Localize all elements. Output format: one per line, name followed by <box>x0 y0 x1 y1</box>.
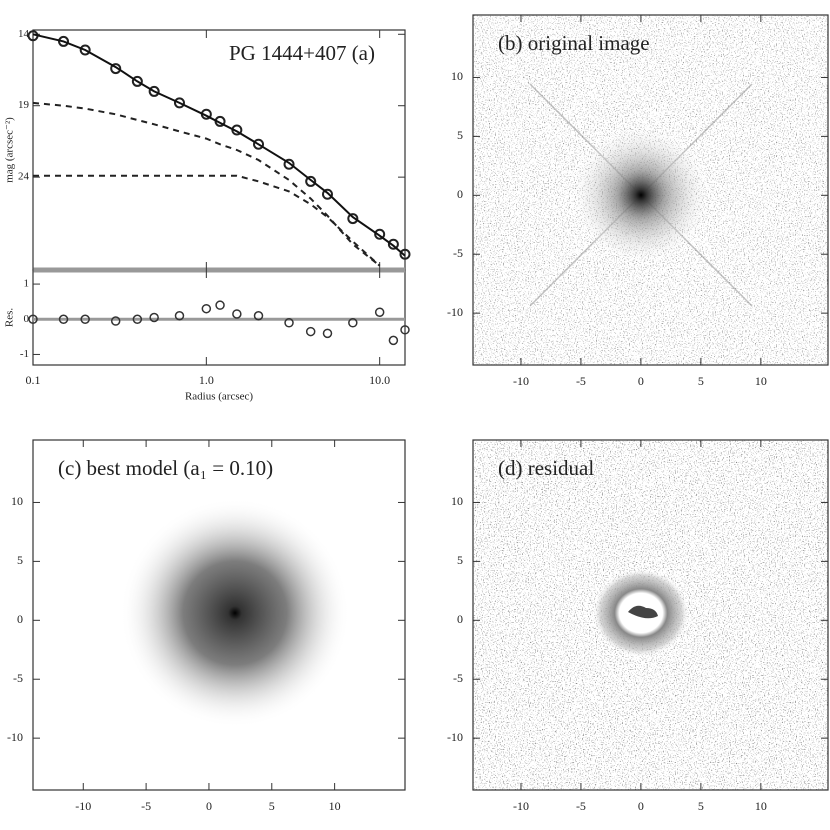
model-line <box>32 33 406 257</box>
y-tick-label: 10 <box>451 69 463 83</box>
y-tick-label: 5 <box>17 553 23 567</box>
data-point <box>347 213 359 225</box>
y-tick-label: 1 <box>24 278 30 290</box>
x-tick-label: 5 <box>269 799 275 813</box>
data-point <box>173 97 185 109</box>
y-tick-label: 19 <box>18 99 30 111</box>
data-point <box>131 75 143 87</box>
residual-point <box>400 325 410 335</box>
x-tick-label: 0 <box>638 799 644 813</box>
data-point <box>79 44 91 56</box>
data-point <box>321 188 333 200</box>
residual-point <box>388 335 399 346</box>
x-tick-label: 0.1 <box>26 373 41 387</box>
panel-title: PG 1444+407 (a) <box>229 41 375 65</box>
residual-point <box>232 309 242 319</box>
x-tick-label: 10 <box>755 374 767 388</box>
y-tick-label: -5 <box>13 671 23 685</box>
data-point <box>253 138 265 150</box>
x-tick-label: 0 <box>638 374 644 388</box>
residual-point <box>132 314 143 325</box>
image-original <box>473 15 828 365</box>
data-point <box>283 158 295 170</box>
residual-point <box>305 326 316 337</box>
y-tick-label: 5 <box>457 553 463 567</box>
x-tick-label: -10 <box>513 374 529 388</box>
residual-label: Res. <box>4 308 16 328</box>
plot-frame <box>32 29 406 271</box>
data-point <box>110 63 122 75</box>
data-point <box>305 175 317 187</box>
y-tick-label: 10 <box>11 494 23 508</box>
y-tick-label: 24 <box>18 171 30 183</box>
x-tick-label: 1.0 <box>199 373 214 387</box>
y-tick-label: -10 <box>447 305 463 319</box>
y-tick-label: -10 <box>447 730 463 744</box>
component-line <box>32 101 381 267</box>
y-tick-label: 14 <box>18 28 30 40</box>
y-tick-label: -5 <box>453 246 463 260</box>
panel-title: (c) best model (a₁ = 0.10) <box>58 456 273 480</box>
data-point <box>399 248 411 260</box>
residual-point <box>348 318 358 328</box>
y-tick-label: 0 <box>457 612 463 626</box>
panel-title: (d) residual <box>498 456 594 480</box>
data-point <box>387 238 399 250</box>
x-tick-label: -10 <box>75 799 91 813</box>
data-point <box>58 35 70 47</box>
residual-point <box>174 310 185 321</box>
x-tick-label: 10.0 <box>369 373 390 387</box>
x-axis-label: Radius (arcsec) <box>185 391 253 403</box>
y-tick-label: -10 <box>7 730 23 744</box>
plot-frame <box>472 439 829 791</box>
image-model <box>120 498 350 728</box>
plot-frame <box>32 439 406 791</box>
residual-point <box>28 314 38 325</box>
residual-point <box>201 303 212 314</box>
y-tick-label: 10 <box>451 494 463 508</box>
x-tick-label: 5 <box>698 374 704 388</box>
x-tick-label: 5 <box>698 799 704 813</box>
residual-point <box>374 307 385 317</box>
y-axis-label: mag (arcsec⁻²) <box>4 117 16 183</box>
residual-point <box>215 300 225 310</box>
x-tick-label: -10 <box>513 799 529 813</box>
residual-point <box>284 318 294 328</box>
residual-point <box>80 314 90 325</box>
x-tick-label: -5 <box>141 799 151 813</box>
y-tick-label: 5 <box>457 128 463 142</box>
y-tick-label: 0 <box>457 187 463 201</box>
residual-point <box>110 316 121 326</box>
residual-point <box>58 314 69 325</box>
x-tick-label: 10 <box>329 799 341 813</box>
residual-point <box>253 310 264 321</box>
y-tick-label: -1 <box>20 348 29 360</box>
data-point <box>374 228 386 240</box>
component-line <box>33 174 381 267</box>
plot-frame <box>472 14 829 366</box>
x-tick-label: 0 <box>206 799 212 813</box>
data-point <box>148 85 160 97</box>
y-tick-label: -5 <box>453 671 463 685</box>
residual-point <box>322 328 333 339</box>
residual-point <box>149 312 159 323</box>
x-tick-label: -5 <box>576 799 586 813</box>
image-residual <box>473 440 828 790</box>
x-tick-label: 10 <box>755 799 767 813</box>
x-tick-label: -5 <box>576 374 586 388</box>
y-tick-label: 0 <box>17 612 23 626</box>
panel-title: (b) original image <box>498 31 650 55</box>
y-tick-label: 0 <box>24 313 30 325</box>
